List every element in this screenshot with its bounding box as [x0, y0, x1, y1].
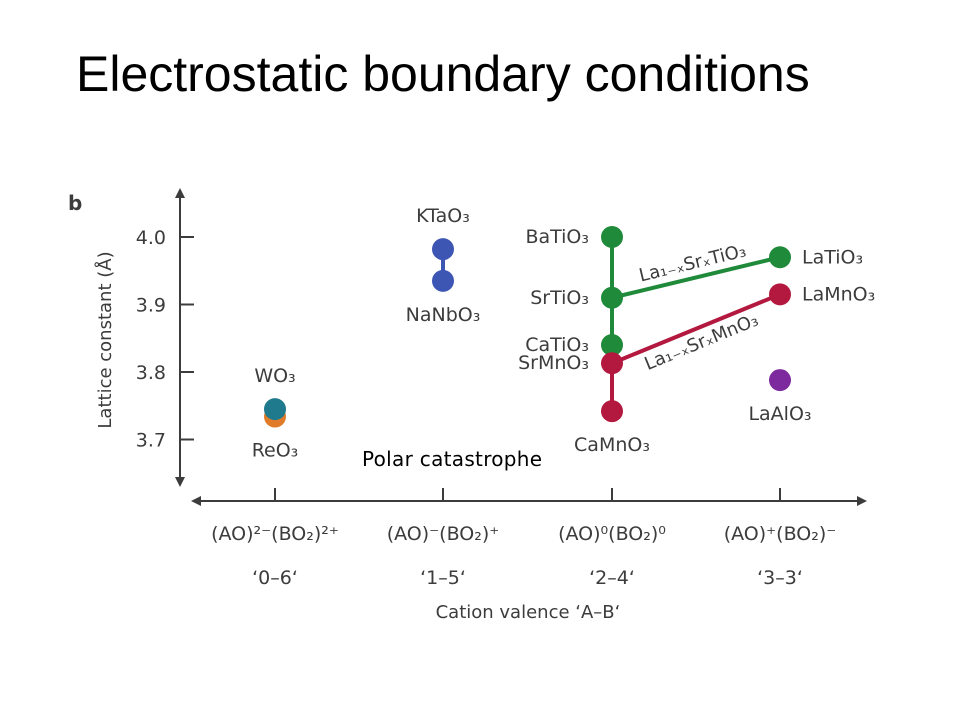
y-tick-label: 4.0	[136, 227, 166, 249]
point-label: LaAlO₃	[748, 403, 811, 425]
connector-line	[611, 292, 781, 366]
x-tick-label-charge: (AO)⁻(BO₂)⁺	[387, 523, 500, 545]
data-point	[601, 226, 623, 248]
y-tick-label: 3.7	[136, 430, 166, 452]
slide-title: Electrostatic boundary conditions	[76, 46, 810, 102]
data-point	[432, 269, 454, 292]
x-tick-label-valence: ‘1–5‘	[420, 567, 466, 589]
panel-label: b	[68, 191, 82, 215]
y-tick-label: 3.9	[136, 295, 166, 317]
x-tick-label-valence: ‘2–4‘	[589, 567, 635, 589]
point-label: CaTiO₃	[525, 334, 589, 356]
x-tick-label-charge: (AO)⁰(BO₂)⁰	[558, 523, 666, 545]
polar-catastrophe-callout: Polar catastrophe	[362, 447, 543, 471]
y-axis-title: Lattice constant (Å)	[94, 251, 116, 428]
x-tick-label-valence: ‘3–3‘	[757, 567, 803, 589]
data-point	[769, 369, 791, 392]
point-label: NaNbO₃	[406, 304, 481, 326]
point-label: SrTiO₃	[530, 287, 589, 309]
x-axis-title: Cation valence ‘A–B‘	[436, 602, 621, 623]
point-label: LaMnO₃	[802, 283, 875, 305]
data-point	[601, 352, 623, 375]
data-point	[769, 283, 791, 306]
point-label: WO₃	[254, 365, 295, 387]
point-label: KTaO₃	[416, 205, 470, 227]
x-tick-label-charge: (AO)⁺(BO₂)⁻	[724, 523, 837, 545]
point-label: BaTiO₃	[525, 226, 589, 248]
point-label: SrMnO₃	[518, 352, 589, 374]
y-tick-label: 3.8	[136, 362, 166, 384]
data-point	[601, 286, 623, 309]
connector-line	[611, 255, 781, 300]
data-point	[432, 238, 454, 261]
data-point	[769, 246, 791, 269]
data-point	[601, 334, 623, 356]
data-point	[264, 398, 286, 421]
x-tick-label-valence: ‘0–6‘	[252, 567, 298, 589]
point-label: ReO₃	[252, 440, 299, 462]
point-label: CaMnO₃	[574, 434, 650, 456]
x-tick-label-charge: (AO)²⁻(BO₂)²⁺	[211, 523, 339, 545]
point-label: LaTiO₃	[802, 246, 863, 268]
data-point	[601, 400, 623, 423]
